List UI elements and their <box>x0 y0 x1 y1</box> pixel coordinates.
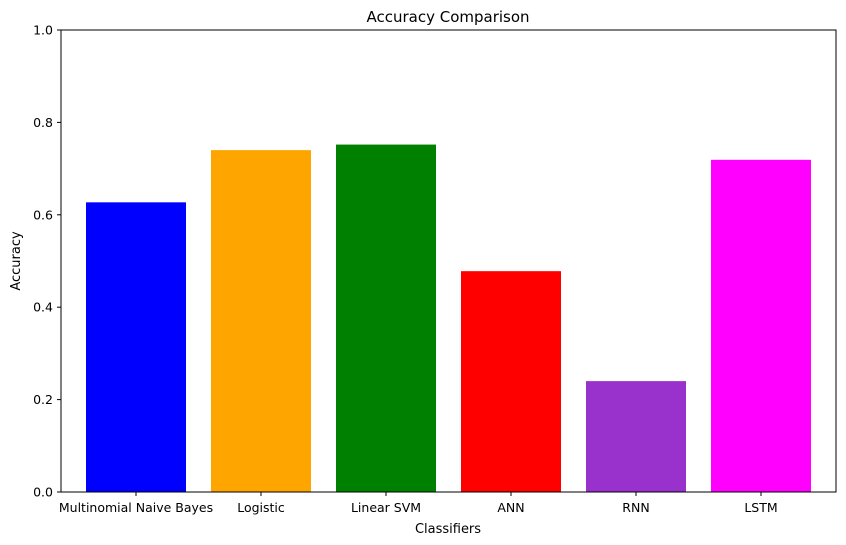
y-tick-label: 0.6 <box>33 207 53 222</box>
y-tick-label: 0.2 <box>33 392 53 407</box>
x-tick-label: RNN <box>622 500 649 515</box>
x-axis-label: Classifiers <box>415 522 481 537</box>
bar-logistic <box>211 150 311 492</box>
x-tick-label: Linear SVM <box>351 500 421 515</box>
bar-lstm <box>711 159 811 492</box>
plot-frame <box>60 29 837 493</box>
x-tick-label: LSTM <box>744 500 777 515</box>
bars-group <box>86 144 811 493</box>
y-axis-label: Accuracy <box>9 231 24 291</box>
bar-ann <box>461 271 561 492</box>
chart-title: Accuracy Comparison <box>366 8 529 26</box>
y-tick-label: 0.8 <box>33 115 53 130</box>
x-tick-label: ANN <box>497 500 524 515</box>
bar-rnn <box>586 381 686 492</box>
y-tick-label: 0.4 <box>33 300 53 315</box>
y-tick-label: 1.0 <box>33 23 53 38</box>
x-tick-label: Multinomial Naive Bayes <box>59 500 213 515</box>
bar-multinomial-naive-bayes <box>86 202 186 493</box>
y-axis: 0.0 0.2 0.4 0.6 0.8 1.0 <box>33 23 61 500</box>
x-axis: Multinomial Naive Bayes Logistic Linear SV… <box>59 492 778 515</box>
y-tick-label: 0.0 <box>33 485 53 500</box>
bar-linear-svm <box>336 144 436 493</box>
x-tick-label: Logistic <box>237 500 285 515</box>
